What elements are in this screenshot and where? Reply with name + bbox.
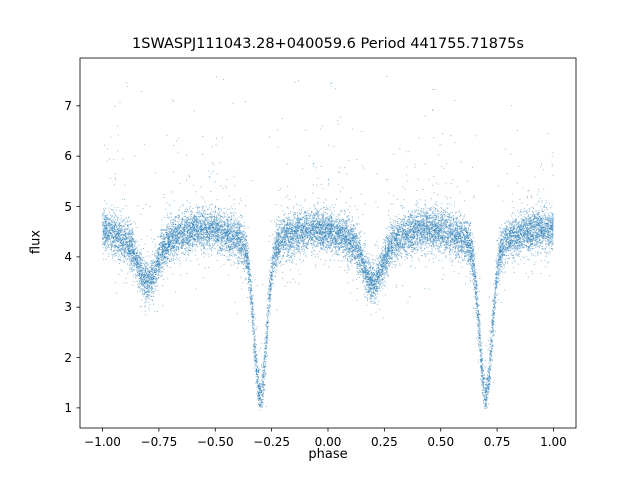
y-tick-label: 6 [64, 149, 72, 164]
x-tick-label: 0.25 [371, 435, 398, 449]
plot-title: 1SWASPJ111043.28+040059.6 Period 441755.… [132, 36, 524, 52]
x-tick-label: 0.75 [483, 435, 511, 449]
x-tick-label: 0.00 [314, 435, 342, 449]
x-axis-label: phase [308, 447, 348, 462]
x-tick-label: 0.50 [427, 435, 455, 449]
y-tick-label: 4 [64, 249, 72, 264]
y-tick-label: 3 [64, 300, 72, 315]
x-tick-label: −0.75 [140, 435, 178, 449]
x-tick-label: −0.50 [196, 435, 234, 449]
y-tick-label: 1 [64, 400, 72, 415]
y-tick-label: 2 [64, 350, 72, 365]
x-tick-label: −1.00 [84, 435, 121, 449]
x-tick-label: −0.25 [253, 435, 291, 449]
y-tick-label: 5 [64, 199, 72, 214]
x-tick-label: 1.00 [540, 435, 567, 449]
y-tick-label: 7 [64, 98, 72, 113]
